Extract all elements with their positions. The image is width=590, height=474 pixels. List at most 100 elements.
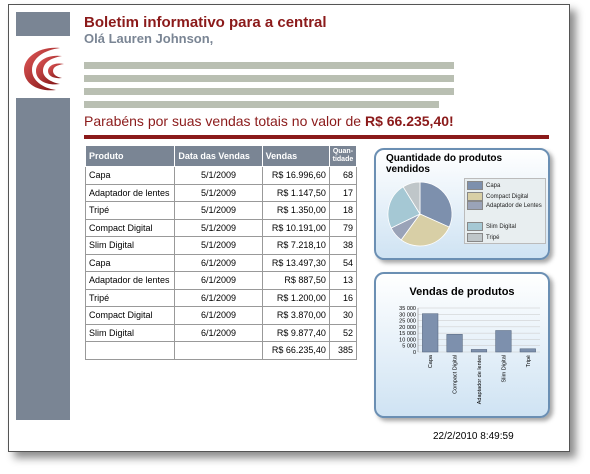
y-tick-label: 15 000 (399, 331, 416, 337)
total-vendas: R$ 66.235,40 (261, 341, 330, 360)
legend-swatch (467, 181, 483, 190)
pie-chart-title: Quantidade do produtos vendidos (386, 153, 503, 175)
cell-produto: Tripé (84, 288, 176, 307)
cell-qtd: 30 (328, 306, 358, 325)
table-row: Compact Digital 5/1/2009 R$ 10.191,00 79 (84, 218, 358, 237)
cell-qtd: 16 (328, 288, 358, 307)
cell-qtd: 79 (328, 218, 358, 237)
x-tick-label: Adaptador de lentes (477, 355, 483, 404)
total-sales-amount: R$ 66.235,40! (364, 113, 454, 129)
sales-table: Produto Data das Vendas Vendas Quan-tida… (84, 145, 358, 360)
pie-slice (400, 213, 450, 247)
cell-data: 5/1/2009 (174, 236, 263, 255)
legend-item: Adaptador de Lentes (467, 201, 542, 210)
y-tick-label: 0 (413, 350, 416, 356)
x-tick-label: Slim Digital (501, 355, 507, 383)
cell-qtd: 18 (328, 201, 358, 220)
cell-data: 5/1/2009 (174, 166, 263, 185)
cell-data: 6/1/2009 (174, 288, 263, 307)
bar-chart-title: Vendas de produtos (409, 286, 515, 298)
table-row: Capa 6/1/2009 R$ 13.497,30 54 (84, 253, 358, 272)
legend-item: Slim Digital (467, 222, 542, 231)
pie-chart-panel: Quantidade do produtos vendidos Capa Comp… (374, 148, 550, 260)
cell-vendas: R$ 1.147,50 (261, 183, 330, 202)
table-row: Slim Digital 5/1/2009 R$ 7.218,10 38 (84, 236, 358, 255)
page-title: Boletim informativo para a central (84, 14, 327, 31)
cell-vendas: R$ 13.497,30 (261, 253, 330, 272)
cell-vendas: R$ 10.191,00 (261, 218, 330, 237)
table-row: Slim Digital 6/1/2009 R$ 9.877,40 52 (84, 323, 358, 342)
cell-produto: Adaptador de lentes (84, 183, 176, 202)
cell-qtd: 38 (328, 236, 358, 255)
cell-vendas: R$ 9.877,40 (261, 323, 330, 342)
total-empty-cell (174, 341, 263, 360)
total-empty-cell (84, 341, 176, 360)
cell-data: 5/1/2009 (174, 218, 263, 237)
cell-produto: Compact Digital (84, 306, 176, 325)
cell-produto: Tripé (84, 201, 176, 220)
cell-data: 5/1/2009 (174, 183, 263, 202)
pie-slice (419, 181, 453, 228)
cell-qtd: 52 (328, 323, 358, 342)
divider (84, 135, 549, 139)
cell-data: 5/1/2009 (174, 201, 263, 220)
legend-swatch (467, 192, 483, 201)
y-tick-label: 5 000 (402, 344, 416, 350)
bar-chart-panel: Vendas de produtos 35 000 30 000 25 000 20 … (374, 272, 550, 418)
x-tick-label: Capa (428, 354, 434, 368)
cell-qtd: 17 (328, 183, 358, 202)
y-tick-label: 20 000 (399, 325, 416, 331)
cell-data: 6/1/2009 (174, 253, 263, 272)
cell-produto: Slim Digital (84, 323, 176, 342)
table-row: Adaptador de lentes 6/1/2009 R$ 887,50 13 (84, 271, 358, 290)
table-row: Adaptador de lentes 5/1/2009 R$ 1.147,50 17 (84, 183, 358, 202)
cell-produto: Capa (84, 253, 176, 272)
total-qtd: 385 (328, 341, 358, 360)
pie-chart (387, 181, 453, 247)
legend-swatch (467, 233, 483, 242)
cell-vendas: R$ 16.996,60 (261, 166, 330, 185)
pie-slice (402, 181, 421, 216)
legend-item: Tripé (467, 233, 542, 242)
legend-label: Tripé (486, 234, 500, 241)
table-row: Capa 5/1/2009 R$ 16.996,60 68 (84, 166, 358, 185)
bar (446, 334, 463, 353)
bar (422, 313, 439, 353)
cell-vendas: R$ 1.350,00 (261, 201, 330, 220)
cell-produto: Capa (84, 166, 176, 185)
cell-data: 6/1/2009 (174, 306, 263, 325)
table-row: Compact Digital 6/1/2009 R$ 3.870,00 30 (84, 306, 358, 325)
legend-swatch (467, 222, 483, 231)
cell-data: 6/1/2009 (174, 323, 263, 342)
bar (519, 348, 536, 353)
company-logo-icon (24, 47, 64, 91)
pie-slice (387, 186, 421, 229)
y-tick-label: 30 000 (399, 312, 416, 318)
cell-produto: Compact Digital (84, 218, 176, 237)
legend-label: Slim Digital (486, 223, 517, 230)
legend-label: Adaptador de Lentes (486, 202, 542, 209)
cell-produto: Slim Digital (84, 236, 176, 255)
cell-qtd: 54 (328, 253, 358, 272)
col-header-quantidade: Quan-tidade (328, 145, 358, 167)
col-header-vendas: Vendas (261, 145, 330, 167)
sidebar-bar (16, 98, 70, 420)
legend-label: Compact Digital (486, 193, 529, 200)
timestamp: 22/2/2010 8:49:59 (433, 431, 514, 442)
placeholder-line (84, 75, 454, 82)
col-header-produto: Produto (84, 145, 176, 167)
y-tick-label: 10 000 (399, 337, 416, 343)
table-row: Tripé 5/1/2009 R$ 1.350,00 18 (84, 201, 358, 220)
x-tick-label: Tripé (526, 355, 532, 367)
col-header-data: Data das Vendas (174, 145, 263, 167)
sidebar-top-block (16, 12, 70, 36)
table-row: Tripé 6/1/2009 R$ 1.200,00 16 (84, 288, 358, 307)
cell-data: 6/1/2009 (174, 271, 263, 290)
y-tick-label: 25 000 (399, 319, 416, 325)
placeholder-line (84, 88, 454, 95)
total-row: R$ 66.235,40 385 (84, 341, 358, 360)
legend-label: Capa (486, 182, 501, 189)
cell-vendas: R$ 3.870,00 (261, 306, 330, 325)
congrats-message: Parabéns por suas vendas totais no valor… (84, 113, 454, 129)
